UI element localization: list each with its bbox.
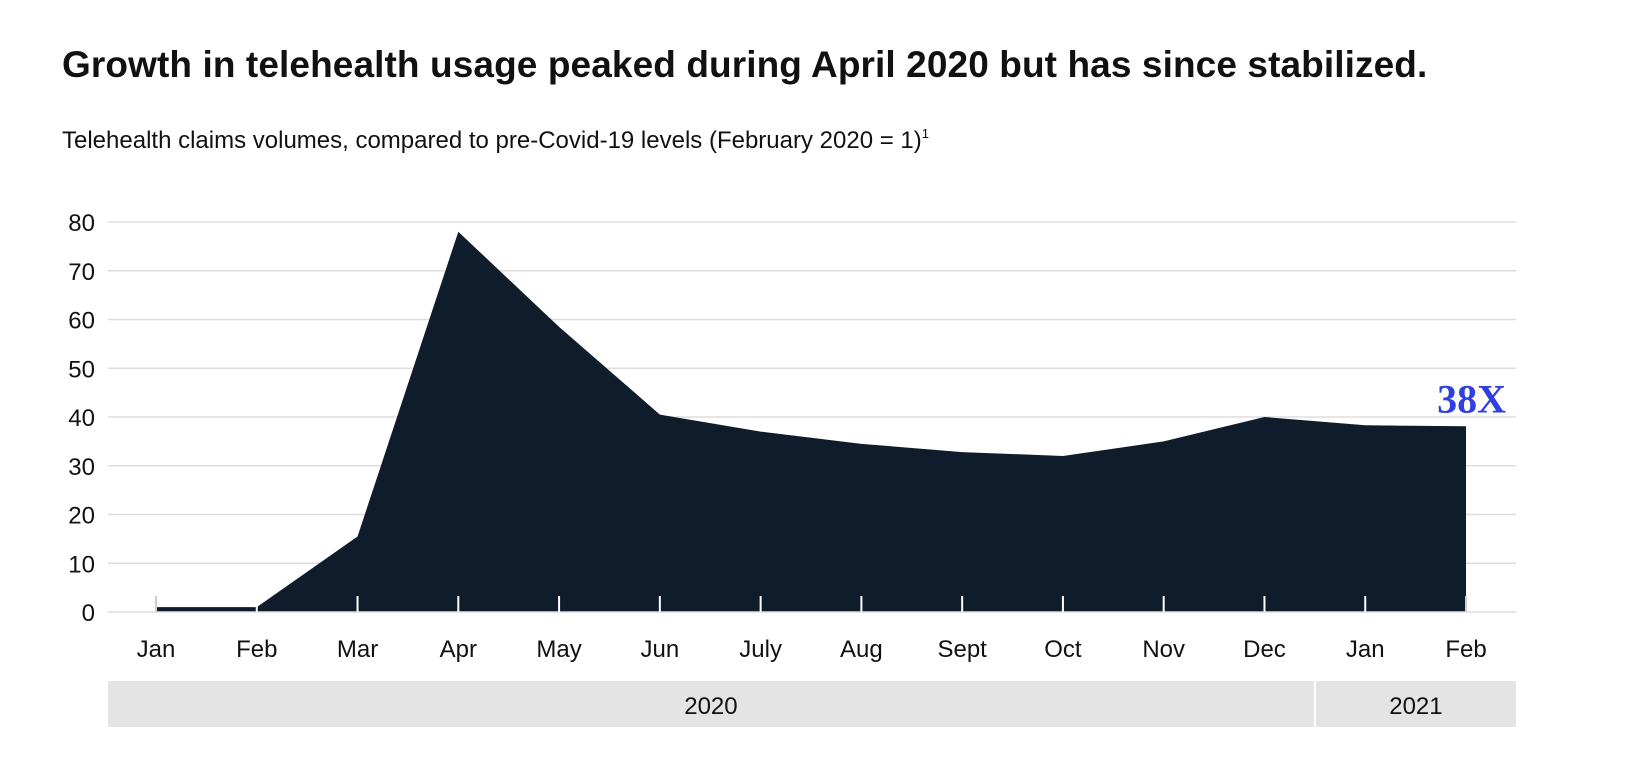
- y-tick-label: 70: [68, 259, 95, 286]
- annotation-label: 38X: [1437, 376, 1506, 421]
- y-tick-label: 10: [68, 551, 95, 578]
- year-band-segment: [1315, 681, 1516, 727]
- x-tick-label: Apr: [440, 636, 477, 663]
- y-tick-label: 40: [68, 405, 95, 432]
- area-series: [156, 231, 1467, 612]
- year-label: 2020: [684, 693, 737, 720]
- y-tick-label: 80: [68, 210, 95, 237]
- x-tick-label: Feb: [236, 636, 277, 663]
- chart-subtitle: Telehealth claims volumes, compared to p…: [62, 126, 929, 155]
- year-label: 2021: [1389, 693, 1442, 720]
- x-tick-label: Feb: [1445, 636, 1486, 663]
- subtitle-text: Telehealth claims volumes, compared to p…: [62, 127, 922, 154]
- x-tick-label: Nov: [1142, 636, 1185, 663]
- y-tick-label: 20: [68, 503, 95, 530]
- x-tick-label: Jun: [640, 636, 679, 663]
- x-tick-label: Dec: [1243, 636, 1286, 663]
- y-axis: 0 10 20 30 40 50 60 70 80: [68, 210, 95, 627]
- chart-title: Growth in telehealth usage peaked during…: [62, 44, 1428, 85]
- x-tick-label: Jan: [137, 636, 176, 663]
- x-axis: Jan Feb Mar Apr May Jun July Aug Sept Oct Nov Dec Ja…: [137, 596, 1487, 663]
- x-tick-label: May: [536, 636, 581, 663]
- x-tick-label: Oct: [1044, 636, 1082, 663]
- x-tick-label: Jan: [1346, 636, 1385, 663]
- year-band: 2020 2021: [108, 681, 1516, 727]
- year-band-segment: [108, 681, 1314, 727]
- x-tick-label: July: [739, 636, 782, 663]
- gridlines: [108, 221, 1516, 564]
- y-tick-label: 0: [82, 600, 95, 627]
- x-tick-label: Sept: [937, 636, 987, 663]
- y-tick-label: 50: [68, 356, 95, 383]
- y-tick-label: 60: [68, 308, 95, 335]
- y-tick-label: 30: [68, 454, 95, 481]
- x-tick-label: Aug: [840, 636, 883, 663]
- x-tick-label: Mar: [337, 636, 378, 663]
- subtitle-footnote-marker: 1: [921, 126, 929, 141]
